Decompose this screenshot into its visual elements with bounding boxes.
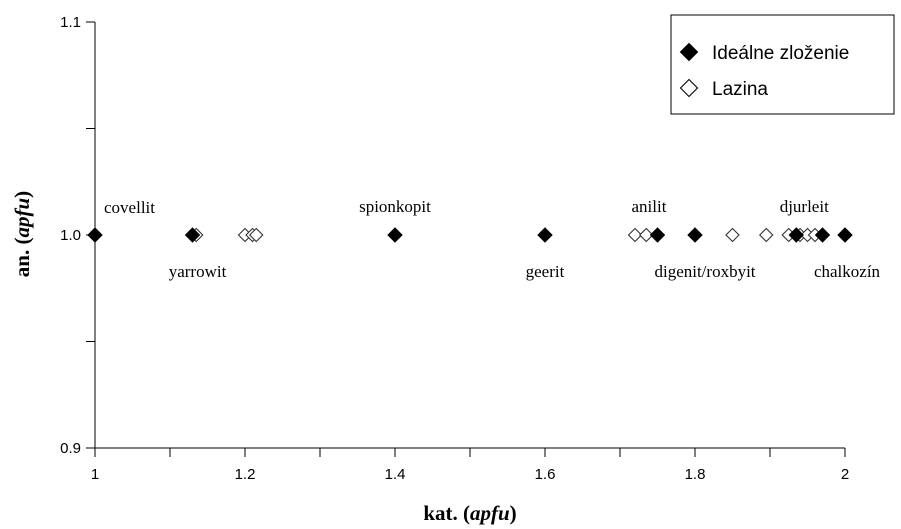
mineral-label: geerit: [526, 262, 565, 281]
mineral-label: covellit: [104, 198, 155, 217]
legend: Ideálne zloženie Lazina: [670, 14, 895, 115]
point-lazina: [638, 227, 654, 243]
mineral-label: yarrowit: [169, 262, 227, 281]
legend-marker-lazina: [679, 78, 699, 98]
x-tick-label: 1.2: [235, 466, 256, 483]
x-axis-title: kat. (apfu): [423, 501, 516, 525]
legend-marker-ideal: [679, 42, 699, 62]
point-lazina: [758, 227, 774, 243]
legend-label: Ideálne zloženie: [712, 43, 849, 64]
mineral-label: spionkopit: [359, 197, 431, 216]
point-lazina: [248, 227, 264, 243]
x-tick-label: 1.8: [685, 466, 706, 483]
x-tick-label: 2: [841, 466, 849, 483]
mineral-annotations: covellit yarrowit spionkopit geerit anilit di…: [104, 197, 881, 281]
point-ideal: [788, 227, 804, 243]
y-tick-label: 0.9: [60, 440, 81, 457]
y-ticks: 0.9 1.0 1.1: [60, 14, 95, 457]
x-tick-label: 1.4: [385, 466, 406, 483]
legend-box: [670, 14, 895, 115]
mineral-label: anilit: [632, 197, 667, 216]
legend-label: Lazina: [712, 79, 768, 100]
point-ideal: [687, 227, 703, 243]
point-ideal: [387, 227, 403, 243]
point-ideal: [814, 227, 831, 243]
point-ideal: [649, 227, 666, 243]
point-ideal: [184, 227, 201, 243]
point-ideal: [837, 227, 853, 243]
y-axis-title: an. (apfu): [10, 191, 34, 277]
y-tick-label: 1.0: [60, 227, 81, 244]
point-lazina: [725, 227, 740, 243]
x-tick-label: 1: [91, 466, 99, 483]
mineral-label: digenit/roxbyit: [654, 262, 755, 281]
mineral-label: djurleit: [780, 197, 829, 216]
point-ideal: [537, 227, 553, 243]
data-points: [87, 227, 853, 243]
mineral-label: chalkozín: [814, 262, 881, 281]
point-ideal: [87, 227, 103, 243]
y-tick-label: 1.1: [60, 14, 81, 31]
point-lazina: [627, 227, 643, 243]
x-ticks: 1 1.2 1.4 1.6 1.8 2: [91, 448, 849, 483]
x-tick-label: 1.6: [535, 466, 556, 483]
